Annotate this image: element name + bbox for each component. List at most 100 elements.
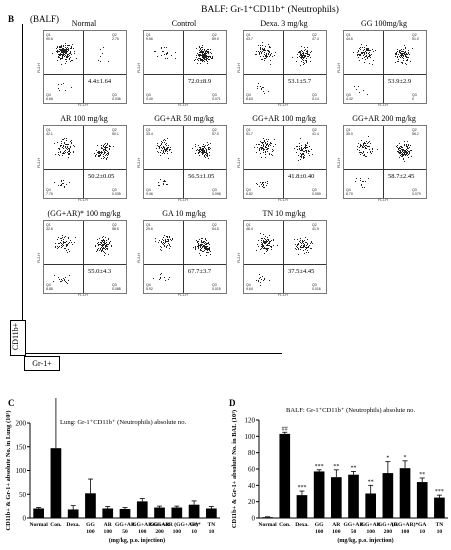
flow-event-dot <box>408 146 410 148</box>
flow-event-dot <box>104 249 106 251</box>
flow-event-dot <box>260 59 262 61</box>
flow-x-axis-label: FL1-H <box>78 198 88 202</box>
flow-event-dot <box>61 238 63 240</box>
flow-plot: Q1 33.4 Q2 57.0 Q4 9.46 Q3 0.098 56.5±1.05 <box>143 125 227 199</box>
flow-event-dot <box>402 147 404 149</box>
quadrant-q3-label: Q3 0.098 <box>212 188 221 196</box>
flow-event-dot <box>61 64 63 66</box>
x-dose-label: 50 <box>122 529 128 535</box>
flow-event-dot <box>267 49 269 51</box>
flow-event-dot <box>57 53 59 55</box>
flow-event-dot <box>205 59 207 61</box>
flow-event-dot <box>209 55 211 57</box>
flow-event-dot <box>260 249 262 251</box>
flow-event-dot <box>197 243 199 245</box>
bar <box>365 493 377 518</box>
flow-event-dot <box>306 144 308 146</box>
flow-event-dot <box>59 49 61 51</box>
bar <box>119 508 131 518</box>
flow-event-dot <box>167 148 169 150</box>
flow-event-dot <box>208 247 210 249</box>
flow-event-dot <box>194 59 196 61</box>
quadrant-q3-label: Q3 0.016 <box>312 283 321 291</box>
flow-event-dot <box>300 149 302 151</box>
flow-event-dot <box>300 154 302 156</box>
flow-event-dot <box>57 50 59 52</box>
flow-event-dot <box>401 152 402 154</box>
flow-event-dot <box>203 52 205 54</box>
flow-event-dot <box>166 150 168 152</box>
flow-event-dot <box>195 153 197 155</box>
quadrant-q3-label: Q3 0.088 <box>112 283 121 291</box>
flow-plot-title: (GG+AR)* 100 mg/kg <box>47 209 121 218</box>
flow-event-dot <box>199 49 201 51</box>
flow-event-dot <box>98 243 100 245</box>
flow-event-dot <box>68 152 70 154</box>
flow-event-dot <box>267 53 269 55</box>
flow-event-dot <box>364 49 366 51</box>
flow-event-dot <box>408 153 410 155</box>
flow-event-dot <box>262 183 264 185</box>
flow-event-dot <box>60 183 62 185</box>
flow-event-dot <box>99 248 101 250</box>
flow-event-dot <box>299 148 301 150</box>
flow-event-dot <box>166 235 168 237</box>
flow-event-dot <box>170 148 172 150</box>
flow-event-dot <box>302 240 304 242</box>
flow-event-dot <box>66 60 68 62</box>
flow-event-dot <box>204 246 206 248</box>
flow-event-dot <box>74 237 76 239</box>
flow-event-dot <box>59 55 61 57</box>
flow-event-dot <box>270 142 272 144</box>
flow-event-dot <box>198 245 200 246</box>
quadrant-vertical-gate <box>183 31 185 103</box>
flow-event-dot <box>104 148 106 150</box>
flow-x-axis-label: FL1-H <box>378 198 388 202</box>
flow-event-dot <box>203 245 205 247</box>
flow-event-dot <box>296 61 298 63</box>
flow-event-dot <box>207 142 209 144</box>
flow-event-dot <box>397 59 399 61</box>
flow-event-dot <box>302 240 304 242</box>
flow-event-dot <box>370 54 372 56</box>
flow-event-dot <box>366 147 368 149</box>
flow-event-dot <box>305 146 307 148</box>
flow-event-dot <box>310 242 312 244</box>
flow-event-dot <box>73 47 75 49</box>
flow-event-dot <box>104 152 106 154</box>
flow-event-dot <box>97 250 99 252</box>
flow-event-dot <box>208 148 210 150</box>
flow-event-dot <box>404 153 406 155</box>
flow-event-dot <box>258 239 260 241</box>
flow-event-dot <box>203 153 205 155</box>
flow-event-dot <box>265 185 267 187</box>
flow-event-dot <box>98 59 100 61</box>
flow-event-dot <box>203 48 205 50</box>
flow-event-dot <box>405 52 407 54</box>
flow-event-dot <box>405 143 407 145</box>
flow-event-dot <box>299 246 301 248</box>
flow-event-dot <box>301 145 303 147</box>
flow-event-dot <box>406 147 408 149</box>
flow-event-dot <box>301 241 303 243</box>
flow-event-dot <box>269 143 271 145</box>
flow-event-dot <box>60 53 62 55</box>
flow-event-dot <box>101 249 103 251</box>
y-tick-label: 150 <box>16 443 27 451</box>
flow-event-dot <box>206 149 208 151</box>
flow-event-dot <box>267 144 269 146</box>
flow-event-dot <box>368 136 370 138</box>
flow-event-dot <box>201 149 203 151</box>
flow-y-axis-label: FL2-H <box>36 63 41 73</box>
flow-event-dot <box>105 244 107 246</box>
y-tick-label: 40 <box>248 482 256 490</box>
flow-event-dot <box>204 249 206 251</box>
flow-event-dot <box>265 145 267 147</box>
neutrophil-percentage-value: 55.0±4.3 <box>88 268 112 276</box>
x-category-label: GG+AR <box>150 522 171 528</box>
flow-event-dot <box>395 52 397 54</box>
flow-event-dot <box>70 143 72 145</box>
quadrant-vertical-gate <box>83 221 85 293</box>
flow-event-dot <box>265 144 267 146</box>
flow-event-dot <box>200 50 202 52</box>
